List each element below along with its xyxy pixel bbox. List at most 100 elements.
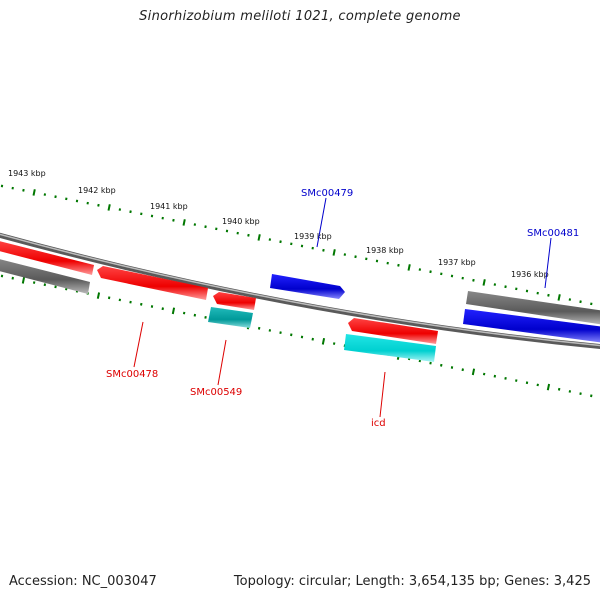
lower-tick-mark xyxy=(546,383,551,391)
tick-label: 1936 kbp xyxy=(511,270,549,279)
upper-tick-mark xyxy=(482,279,486,286)
genome-backbone-highlight xyxy=(0,233,600,347)
upper-tick-mark xyxy=(579,300,582,304)
lower-tick-mark xyxy=(129,300,132,304)
lower-tick-mark xyxy=(568,390,572,393)
chart-title: Sinorhizobium meliloti 1021, complete ge… xyxy=(139,9,461,24)
lower-tick-mark xyxy=(429,361,432,365)
upper-tick-mark xyxy=(354,255,357,259)
upper-tick-mark xyxy=(268,238,272,241)
lower-tick-mark xyxy=(536,383,539,387)
upper-tick-mark xyxy=(247,233,250,237)
lower-tick-mark xyxy=(257,326,261,330)
upper-tick-mark xyxy=(332,249,336,256)
lower-tick-mark xyxy=(21,276,26,284)
upper-tick-mark xyxy=(118,208,122,211)
leader-icd xyxy=(379,371,386,418)
upper-tick-mark xyxy=(407,264,411,271)
lower-tick-mark xyxy=(107,296,111,300)
upper-tick-mark xyxy=(182,219,186,226)
upper-tick-mark xyxy=(429,270,432,274)
upper-tick-mark xyxy=(54,195,57,199)
lower-tick-mark xyxy=(182,311,186,315)
gene-label-smc00481: SMc00481 xyxy=(527,228,579,239)
upper-tick-mark xyxy=(107,204,111,211)
tick-labels: 1943 kbp 1942 kbp 1941 kbp 1940 kbp 1939… xyxy=(8,169,549,279)
upper-tick-mark xyxy=(493,283,497,286)
gene-smc00478 xyxy=(97,266,208,300)
leader-smc00478 xyxy=(133,321,144,368)
lower-tick-mark xyxy=(493,374,497,378)
lower-tick-mark xyxy=(557,387,561,391)
tick-label: 1943 kbp xyxy=(8,169,46,178)
lower-tick-mark xyxy=(504,376,507,380)
lower-tick-mark xyxy=(332,342,336,345)
gene-label-smc00478: SMc00478 xyxy=(106,369,158,380)
upper-tick-mark xyxy=(129,210,132,214)
lower-tick-mark xyxy=(11,276,14,280)
upper-tick-mark xyxy=(418,268,422,271)
leader-smc00549 xyxy=(217,339,227,386)
gene-label-smc00549: SMc00549 xyxy=(190,387,242,398)
lower-tick-mark xyxy=(32,281,36,284)
upper-tick-mark xyxy=(97,203,100,207)
lower-tick-mark xyxy=(311,337,314,341)
lower-tick-mark xyxy=(279,331,282,335)
upper-tick-mark xyxy=(343,253,347,256)
upper-tick-mark xyxy=(32,189,36,196)
lower-tick-mark xyxy=(440,363,443,367)
lower-tick-mark xyxy=(579,392,582,396)
upper-tick-mark xyxy=(257,234,261,241)
upper-tick-mark xyxy=(472,278,475,282)
gene-other-right-edge xyxy=(466,291,600,325)
lower-tick-mark xyxy=(471,368,476,376)
genome-backbone xyxy=(0,232,600,350)
gene-label-icd: icd xyxy=(371,418,386,429)
lower-tick-mark xyxy=(268,329,272,332)
upper-tick-mark xyxy=(22,188,25,192)
leader-smc00481 xyxy=(544,237,552,289)
upper-tick-mark xyxy=(172,218,175,222)
lower-tick-mark xyxy=(161,307,164,311)
tick-label: 1937 kbp xyxy=(438,258,476,267)
lower-tick-mark xyxy=(193,313,197,317)
lower-tick-mark xyxy=(418,359,422,363)
upper-tick-mark xyxy=(322,248,325,252)
upper-tick-mark xyxy=(557,294,561,301)
gene-labels: SMc00479 SMc00481 SMc00478 SMc00549 icd xyxy=(106,188,579,429)
upper-tick-mark xyxy=(547,293,550,297)
upper-tick-mark xyxy=(279,240,282,244)
tick-label: 1942 kbp xyxy=(78,186,116,195)
tick-label: 1939 kbp xyxy=(294,232,332,241)
topology-label: Topology: circular; Length: 3,654,135 bp… xyxy=(233,574,591,589)
upper-tick-mark xyxy=(43,193,47,196)
lower-tick-mark xyxy=(482,372,486,376)
gene-label-smc00479: SMc00479 xyxy=(301,188,353,199)
lower-tick-mark xyxy=(54,285,57,289)
upper-tick-mark xyxy=(193,223,197,226)
gene-icd-rna xyxy=(344,334,436,362)
lower-tick-mark xyxy=(43,283,47,287)
gene-icd xyxy=(348,318,438,344)
gene-reverse-left-edge xyxy=(0,241,94,275)
upper-tick-mark xyxy=(397,263,400,267)
upper-tick-mark xyxy=(568,298,572,301)
lower-tick-mark xyxy=(290,333,293,337)
lower-tick-mark xyxy=(204,315,207,319)
gene-smc00549 xyxy=(213,292,256,310)
upper-tick-mark xyxy=(204,225,207,229)
lower-tick-mark xyxy=(118,298,122,302)
lower-tick-mark xyxy=(140,302,143,306)
lower-tick-mark xyxy=(321,337,326,345)
lower-tick-mark xyxy=(515,379,518,382)
tick-label: 1940 kbp xyxy=(222,217,260,226)
gene-other-left-edge xyxy=(0,259,90,294)
tick-label: 1941 kbp xyxy=(150,202,188,211)
gene-smc00479 xyxy=(270,274,345,299)
upper-tick-mark xyxy=(504,285,507,289)
leader-smc00479 xyxy=(316,197,327,248)
lower-tick-mark xyxy=(461,368,464,372)
gene-smc00481 xyxy=(463,309,600,343)
lower-tick-mark xyxy=(590,394,593,398)
